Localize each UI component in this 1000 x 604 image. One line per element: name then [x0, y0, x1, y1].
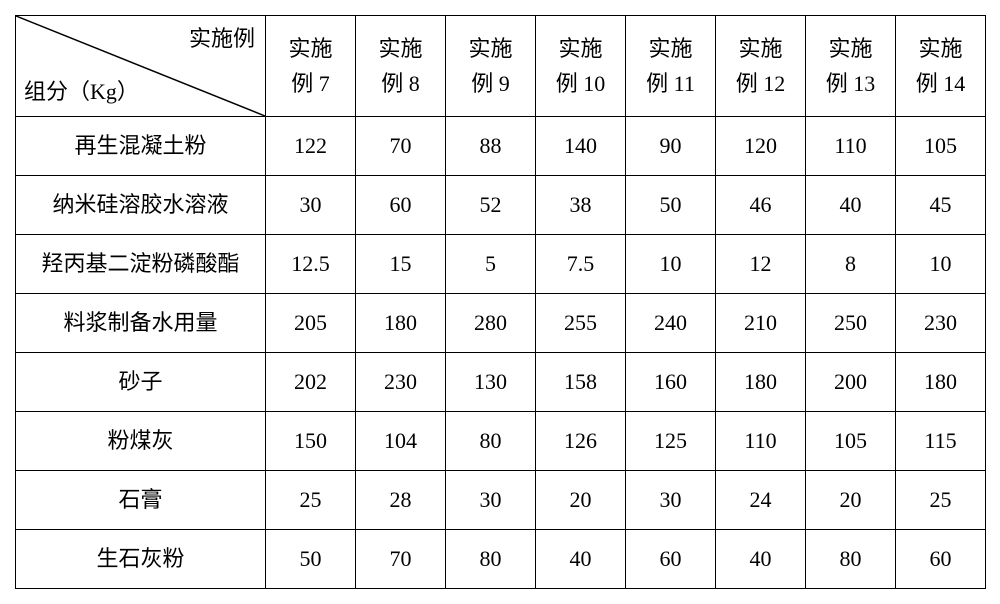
- cell: 10: [626, 235, 716, 294]
- cell: 52: [446, 176, 536, 235]
- cell: 25: [896, 471, 986, 530]
- row-label: 羟丙基二淀粉磷酸酯: [16, 235, 266, 294]
- cell: 30: [266, 176, 356, 235]
- cell: 46: [716, 176, 806, 235]
- corner-header: 实施例 组分（Kg）: [16, 16, 266, 117]
- row-label: 石膏: [16, 471, 266, 530]
- row-label: 再生混凝土粉: [16, 117, 266, 176]
- cell: 8: [806, 235, 896, 294]
- cell: 158: [536, 353, 626, 412]
- table-row: 纳米硅溶胶水溶液 30 60 52 38 50 46 40 45: [16, 176, 986, 235]
- cell: 280: [446, 294, 536, 353]
- row-label: 粉煤灰: [16, 412, 266, 471]
- table-row: 生石灰粉 50 70 80 40 60 40 80 60: [16, 530, 986, 589]
- cell: 12.5: [266, 235, 356, 294]
- cell: 180: [356, 294, 446, 353]
- cell: 80: [806, 530, 896, 589]
- row-label: 料浆制备水用量: [16, 294, 266, 353]
- row-label: 砂子: [16, 353, 266, 412]
- cell: 230: [896, 294, 986, 353]
- cell: 80: [446, 530, 536, 589]
- cell: 20: [806, 471, 896, 530]
- cell: 70: [356, 117, 446, 176]
- col-header: 实施例 11: [626, 16, 716, 117]
- cell: 120: [716, 117, 806, 176]
- cell: 150: [266, 412, 356, 471]
- cell: 5: [446, 235, 536, 294]
- col-header: 实施例 7: [266, 16, 356, 117]
- cell: 230: [356, 353, 446, 412]
- cell: 130: [446, 353, 536, 412]
- row-label: 生石灰粉: [16, 530, 266, 589]
- col-header: 实施例 10: [536, 16, 626, 117]
- cell: 50: [266, 530, 356, 589]
- header-top-label: 实施例: [189, 24, 255, 55]
- cell: 240: [626, 294, 716, 353]
- cell: 60: [626, 530, 716, 589]
- cell: 50: [626, 176, 716, 235]
- cell: 90: [626, 117, 716, 176]
- cell: 25: [266, 471, 356, 530]
- cell: 40: [536, 530, 626, 589]
- cell: 88: [446, 117, 536, 176]
- composition-table: 实施例 组分（Kg） 实施例 7 实施例 8 实施例 9 实施例 10 实施例 …: [15, 15, 986, 589]
- cell: 10: [896, 235, 986, 294]
- cell: 30: [626, 471, 716, 530]
- cell: 105: [806, 412, 896, 471]
- cell: 80: [446, 412, 536, 471]
- cell: 24: [716, 471, 806, 530]
- header-row: 实施例 组分（Kg） 实施例 7 实施例 8 实施例 9 实施例 10 实施例 …: [16, 16, 986, 117]
- cell: 205: [266, 294, 356, 353]
- cell: 70: [356, 530, 446, 589]
- cell: 210: [716, 294, 806, 353]
- cell: 200: [806, 353, 896, 412]
- col-header: 实施例 12: [716, 16, 806, 117]
- cell: 122: [266, 117, 356, 176]
- cell: 180: [716, 353, 806, 412]
- cell: 28: [356, 471, 446, 530]
- cell: 12: [716, 235, 806, 294]
- cell: 40: [806, 176, 896, 235]
- col-header: 实施例 13: [806, 16, 896, 117]
- cell: 126: [536, 412, 626, 471]
- cell: 105: [896, 117, 986, 176]
- col-header: 实施例 14: [896, 16, 986, 117]
- cell: 125: [626, 412, 716, 471]
- row-label: 纳米硅溶胶水溶液: [16, 176, 266, 235]
- cell: 7.5: [536, 235, 626, 294]
- table-row: 粉煤灰 150 104 80 126 125 110 105 115: [16, 412, 986, 471]
- cell: 202: [266, 353, 356, 412]
- cell: 30: [446, 471, 536, 530]
- cell: 110: [806, 117, 896, 176]
- cell: 15: [356, 235, 446, 294]
- table-row: 再生混凝土粉 122 70 88 140 90 120 110 105: [16, 117, 986, 176]
- cell: 45: [896, 176, 986, 235]
- header-bottom-label: 组分（Kg）: [24, 77, 139, 108]
- cell: 180: [896, 353, 986, 412]
- cell: 60: [896, 530, 986, 589]
- cell: 40: [716, 530, 806, 589]
- cell: 140: [536, 117, 626, 176]
- cell: 38: [536, 176, 626, 235]
- cell: 160: [626, 353, 716, 412]
- table-row: 石膏 25 28 30 20 30 24 20 25: [16, 471, 986, 530]
- col-header: 实施例 8: [356, 16, 446, 117]
- cell: 104: [356, 412, 446, 471]
- table-row: 料浆制备水用量 205 180 280 255 240 210 250 230: [16, 294, 986, 353]
- table-row: 羟丙基二淀粉磷酸酯 12.5 15 5 7.5 10 12 8 10: [16, 235, 986, 294]
- cell: 20: [536, 471, 626, 530]
- cell: 110: [716, 412, 806, 471]
- table-row: 砂子 202 230 130 158 160 180 200 180: [16, 353, 986, 412]
- cell: 255: [536, 294, 626, 353]
- cell: 60: [356, 176, 446, 235]
- col-header: 实施例 9: [446, 16, 536, 117]
- cell: 250: [806, 294, 896, 353]
- cell: 115: [896, 412, 986, 471]
